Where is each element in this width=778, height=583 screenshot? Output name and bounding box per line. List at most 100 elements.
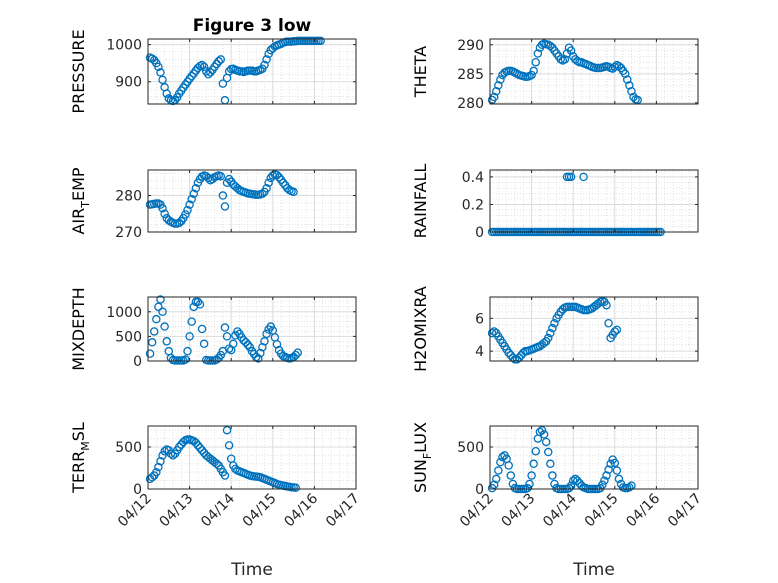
data-point	[606, 459, 615, 469]
y-tick-label: 500	[115, 440, 142, 456]
data-point	[539, 430, 549, 439]
y-axis-label-subscript: T	[79, 201, 92, 209]
x-tick-label: 04/17	[323, 491, 363, 531]
data-point	[491, 86, 501, 96]
x-tick-label: 04/16	[623, 490, 663, 530]
data-point	[216, 171, 226, 181]
data-point	[504, 461, 513, 470]
data-point	[187, 71, 196, 81]
x-tick-label: 04/17	[665, 491, 705, 531]
data-point	[158, 451, 167, 460]
data-point	[550, 319, 559, 328]
data-point	[187, 317, 196, 326]
data-point	[147, 472, 157, 482]
data-point	[187, 194, 196, 204]
data-point	[496, 457, 505, 467]
data-point	[243, 340, 253, 350]
data-point	[258, 342, 267, 352]
data-point	[193, 297, 203, 307]
y-tick-label: 290	[457, 38, 484, 54]
data-point	[272, 340, 282, 349]
x-tick-label: 04/13	[157, 491, 197, 531]
data-point	[546, 459, 555, 469]
y-tick-label: 280	[115, 189, 142, 205]
data-point	[533, 49, 543, 58]
data-point	[193, 441, 203, 450]
data-point	[206, 68, 215, 77]
plot-area	[148, 170, 356, 232]
figure-title: Figure 3 low	[193, 16, 312, 36]
x-tick-label: 04/15	[240, 491, 280, 531]
data-point	[145, 349, 155, 358]
data-point	[264, 178, 273, 188]
data-point	[527, 471, 536, 480]
plot-area	[490, 426, 698, 489]
data-point	[199, 339, 209, 349]
data-point	[529, 66, 538, 76]
data-point	[274, 173, 284, 182]
data-point	[623, 75, 632, 84]
y-axis-label: PRESSURE	[69, 29, 88, 113]
data-point	[229, 339, 238, 349]
y-tick-label: 0.2	[462, 197, 484, 213]
y-axis-label-subscript: F	[421, 453, 434, 459]
y-axis-label: THETA	[411, 46, 430, 98]
data-point	[220, 471, 230, 480]
data-point	[610, 327, 620, 336]
data-point	[154, 62, 163, 72]
data-point	[218, 79, 228, 88]
data-point	[560, 55, 570, 64]
y-axis-label: AIRTEMP	[69, 167, 92, 234]
data-point	[260, 60, 269, 70]
data-point	[504, 348, 513, 358]
data-point	[498, 452, 507, 462]
y-tick-label: 6	[475, 311, 484, 327]
data-point	[197, 60, 207, 70]
data-point	[535, 427, 545, 437]
data-point	[543, 333, 553, 343]
data-point	[204, 173, 213, 183]
data-point	[548, 471, 557, 480]
data-point	[160, 209, 169, 219]
y-tick-label: 0	[133, 482, 142, 498]
data-point	[506, 471, 516, 480]
data-point	[272, 170, 282, 180]
y-axis-label-subscript: M	[79, 441, 92, 451]
x-tick-label: 04/15	[582, 491, 622, 531]
data-point	[531, 57, 541, 67]
data-point	[197, 324, 207, 334]
data-point	[162, 89, 171, 98]
data-point	[224, 67, 234, 76]
data-point	[612, 466, 622, 475]
data-point	[195, 443, 205, 453]
data-point	[602, 471, 611, 480]
data-point	[614, 474, 624, 484]
data-point	[564, 483, 574, 493]
y-axis-label: TERRMSL	[69, 422, 92, 494]
data-point	[523, 483, 532, 493]
data-point	[220, 323, 230, 332]
data-point	[253, 354, 263, 363]
y-tick-label: 0	[475, 225, 484, 241]
y-tick-label: 0	[133, 354, 142, 370]
data-point	[166, 449, 176, 458]
x-tick-label: 04/16	[281, 490, 321, 530]
axes-box	[147, 38, 357, 105]
subplot-1: 900 1000 PRESSURE	[69, 29, 357, 114]
y-tick-label: 500	[457, 440, 484, 456]
data-point	[610, 62, 620, 72]
data-point	[489, 92, 499, 102]
data-point	[258, 189, 267, 198]
data-point	[291, 350, 300, 360]
axes-box	[489, 169, 699, 233]
data-point	[189, 189, 199, 198]
data-point	[494, 466, 503, 475]
data-point	[579, 172, 588, 182]
data-point	[185, 74, 194, 83]
x-tick-label: 04/14	[198, 490, 238, 530]
data-point	[625, 81, 634, 90]
data-point	[154, 462, 163, 472]
y-axis-label-part: EMP	[69, 167, 88, 201]
